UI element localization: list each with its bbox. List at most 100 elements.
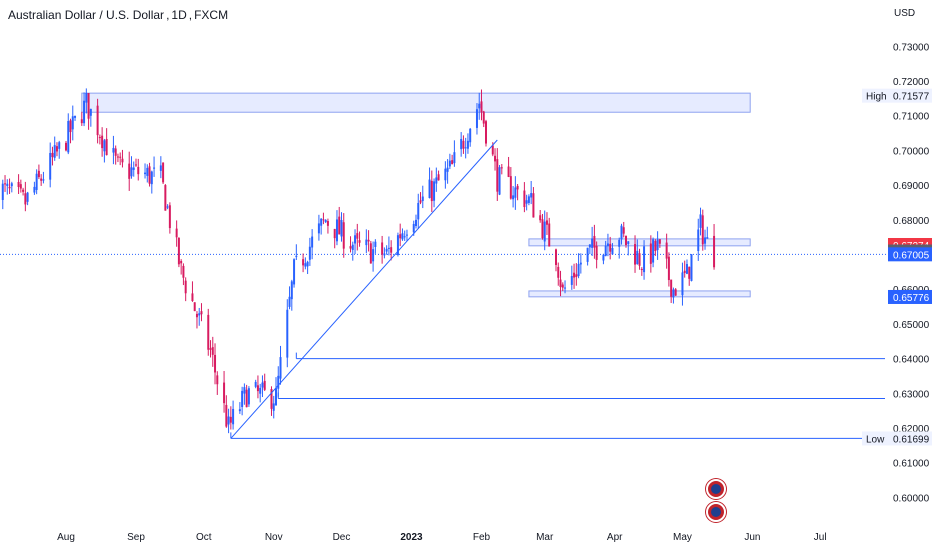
candle <box>349 236 352 253</box>
candle-body <box>322 219 325 221</box>
candle <box>308 237 311 266</box>
candle <box>306 260 309 275</box>
candle-body <box>308 246 311 260</box>
candle-body <box>24 193 27 205</box>
candle <box>509 167 512 200</box>
candle <box>604 240 607 257</box>
candle <box>162 162 165 185</box>
candle-body <box>469 128 472 143</box>
candle <box>500 163 503 175</box>
candle <box>451 154 454 165</box>
candle-body <box>306 261 309 267</box>
candle-body <box>401 233 404 240</box>
candle-body <box>480 101 483 113</box>
candle <box>627 240 630 256</box>
candle <box>259 383 262 403</box>
candle-body <box>577 264 580 276</box>
candle <box>317 214 320 241</box>
candle <box>448 153 451 170</box>
candle-body <box>690 254 693 281</box>
candle-body <box>670 279 673 297</box>
candle <box>326 218 329 234</box>
candle-body <box>164 185 167 211</box>
candle <box>119 152 122 166</box>
candle <box>586 247 589 266</box>
candle <box>311 229 314 260</box>
candle <box>225 395 228 428</box>
candle <box>606 233 609 257</box>
candle <box>286 299 289 368</box>
candle-body <box>618 239 621 247</box>
candle-body <box>37 170 40 178</box>
candle <box>421 185 424 209</box>
candle-body <box>175 228 178 238</box>
candle-body <box>67 121 70 153</box>
candle <box>559 270 562 297</box>
candle-body <box>340 219 343 237</box>
price-axis[interactable]: 0.73000 0.72000 0.71000 0.70000 0.69000 0.680… <box>893 42 930 504</box>
range-top-zone <box>528 238 751 247</box>
candle-body <box>699 214 702 228</box>
candle-body <box>270 389 273 409</box>
candle <box>523 182 526 213</box>
candle <box>71 105 74 141</box>
candle-body <box>704 237 707 244</box>
candle <box>539 209 542 223</box>
candle-body <box>49 152 52 180</box>
candle-body <box>214 354 217 373</box>
candle-body <box>207 314 210 350</box>
candle <box>444 161 447 189</box>
candle <box>159 156 162 179</box>
price-tick-label: 0.71000 <box>893 112 930 123</box>
trendline-layer <box>230 139 498 439</box>
candle-body <box>26 192 29 202</box>
candle <box>527 194 530 206</box>
candle-body <box>557 266 560 278</box>
candle-body <box>643 246 646 273</box>
au-flag-event-icon[interactable] <box>706 479 726 499</box>
candle <box>415 214 417 229</box>
candle-body <box>606 243 609 247</box>
candle-body <box>593 235 596 248</box>
candle-body <box>652 239 655 263</box>
current-price-label-bg <box>888 247 932 262</box>
candle-body <box>625 235 627 246</box>
candle-body <box>485 121 487 144</box>
candle-body <box>275 388 277 406</box>
candle-body <box>444 168 447 181</box>
candle-body <box>254 381 257 387</box>
horizontal-lines-layer <box>0 253 893 439</box>
candle <box>636 239 639 265</box>
candle-body <box>570 275 573 285</box>
candle <box>530 180 533 205</box>
candle-body <box>232 408 235 425</box>
candle-body <box>412 223 415 233</box>
candle-body <box>591 238 594 248</box>
range-bottom-zone <box>528 290 751 298</box>
candles-layer <box>1 88 716 434</box>
candle <box>545 212 548 235</box>
time-axis[interactable]: Aug Sep Oct Nov Dec 2023 Feb Mar Apr May Jun Jul <box>57 532 826 543</box>
candle <box>67 113 70 155</box>
us-flag-event-icon[interactable] <box>706 502 726 522</box>
candle-body <box>636 250 639 265</box>
candle <box>701 209 704 251</box>
candle-body <box>665 242 668 259</box>
candle-body <box>649 243 652 264</box>
candle-body <box>509 176 512 199</box>
candle <box>656 231 659 260</box>
candle <box>494 148 497 171</box>
candle <box>634 235 637 273</box>
candle <box>164 184 167 211</box>
candle <box>532 187 535 218</box>
candle <box>354 229 357 255</box>
candle-body <box>656 239 659 251</box>
price-label-blue-bg <box>888 289 932 304</box>
candle-body <box>42 179 45 181</box>
candle <box>335 210 338 246</box>
candle-body <box>514 187 517 198</box>
candle-body <box>367 239 370 242</box>
candle <box>144 163 147 179</box>
candle-body <box>65 142 67 151</box>
